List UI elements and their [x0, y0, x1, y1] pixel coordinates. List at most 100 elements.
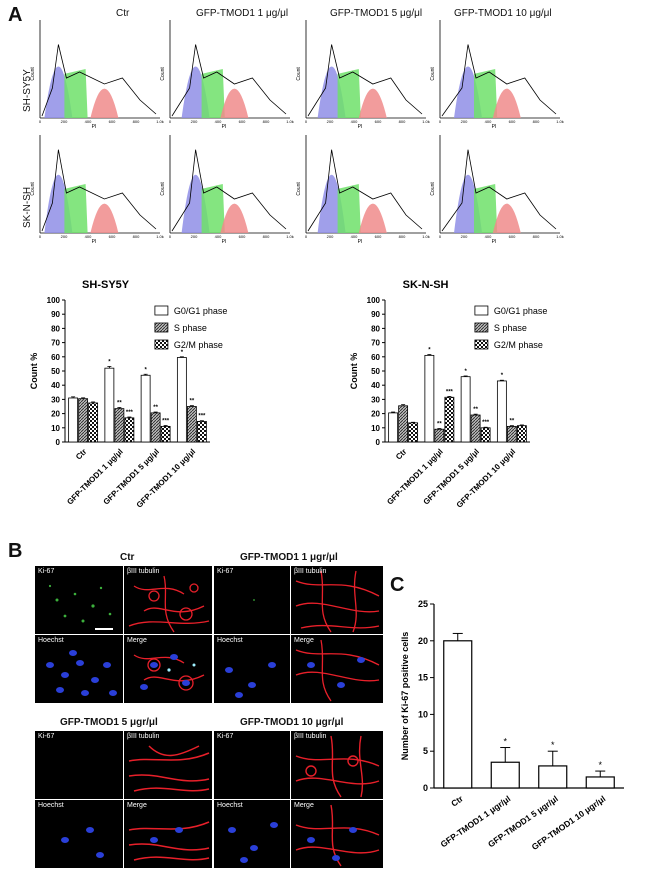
flow-x-tick: 600 [375, 234, 382, 239]
y-tick-label: 0 [423, 783, 428, 793]
y-tick-label: 50 [371, 367, 380, 376]
micrograph-label: βIII tubulin [294, 733, 327, 740]
flow-x-label: PI [358, 124, 363, 130]
chart-title: SK-N-SH [403, 279, 449, 291]
y-tick-label: 0 [56, 438, 61, 447]
panel-letter-a: A [8, 4, 23, 26]
bar [88, 402, 99, 443]
flow-x-tick: 0 [439, 119, 442, 124]
bar [434, 428, 445, 443]
bar [470, 414, 481, 443]
flow-histogram-panel: PI Count 0 200 400 600 800 1.0k [160, 20, 294, 130]
significance-label: * [108, 359, 111, 365]
significance-label: * [598, 760, 602, 770]
flow-x-tick: 800 [263, 234, 270, 239]
flow-x-tick: 800 [399, 119, 406, 124]
flow-col-title-1: GFP-TMOD1 1 μg/μl [196, 8, 289, 19]
y-tick-label: 20 [418, 636, 428, 646]
micrograph-10-ki67: Ki-67 [214, 731, 290, 799]
y-tick-label: 80 [51, 324, 60, 333]
legend-label: S phase [174, 323, 207, 333]
y-tick-label: 20 [51, 410, 60, 419]
bar-chart-ki67: 0 5 10 15 20 25 Number of Ki-67 positive cells… [400, 599, 624, 852]
micrograph-label: βIII tubulin [127, 568, 160, 575]
flow-x-label: PI [92, 239, 97, 245]
legend-swatch [474, 339, 489, 350]
s-phase-region [474, 69, 498, 118]
flow-x-tick: 200 [191, 234, 198, 239]
bar [444, 396, 455, 443]
y-axis-label: Count % [349, 353, 359, 390]
micrograph-5-hoechst: Hoechst [35, 800, 123, 868]
bar [516, 425, 527, 443]
flow-histogram-panel: PI Count 0 200 400 600 800 1.0k [296, 135, 430, 245]
flow-x-tick: 400 [215, 234, 222, 239]
y-tick-label: 30 [51, 395, 60, 404]
flow-x-tick: 600 [509, 119, 516, 124]
significance-label: ** [153, 405, 158, 411]
flow-x-tick: 400 [351, 119, 358, 124]
flow-x-tick: 600 [109, 119, 116, 124]
s-phase-region [64, 69, 88, 118]
bar [104, 367, 115, 443]
micrograph-5-tubulin: βIII tubulin [124, 731, 212, 799]
flow-y-label: Count [296, 182, 302, 196]
g2m-peak [492, 203, 521, 233]
micrograph-label: Ki-67 [217, 568, 234, 575]
bar-chart-sknsh: SK-N-SH 0 10 20 30 40 50 60 70 80 90 100 Count % Ctr *… [349, 279, 547, 510]
legend-label: S phase [494, 323, 527, 333]
flow-x-tick: 400 [215, 119, 222, 124]
histogram-outline [307, 149, 423, 232]
g2m-peak [358, 88, 387, 118]
y-tick-label: 80 [371, 324, 380, 333]
bar [78, 398, 89, 443]
bar [398, 405, 409, 443]
y-tick-label: 0 [376, 438, 381, 447]
panel-letter-b: B [8, 540, 23, 562]
significance-label: ** [117, 400, 122, 406]
flow-x-tick: 1.0k [156, 234, 164, 239]
flow-x-label: PI [222, 239, 227, 245]
micrograph-label: Merge [127, 637, 147, 644]
significance-label: * [144, 367, 147, 373]
flow-x-tick: 200 [327, 234, 334, 239]
flow-x-tick: 600 [509, 234, 516, 239]
bar [443, 640, 473, 789]
x-tick-label: Ctr [449, 793, 465, 809]
micrograph-ctr-hoechst: Hoechst [35, 635, 123, 703]
micro-title-ctr: Ctr [120, 552, 135, 563]
micrograph-label: Hoechst [38, 637, 64, 644]
legend-label: G2/M phase [174, 340, 223, 350]
bar [490, 761, 520, 789]
bar [196, 421, 207, 443]
flow-x-tick: 200 [61, 234, 68, 239]
bar [114, 408, 125, 443]
histogram-outline [171, 44, 287, 117]
flow-x-tick: 1.0k [286, 234, 294, 239]
s-phase-region [64, 184, 88, 233]
flow-x-tick: 200 [461, 234, 468, 239]
flow-x-tick: 0 [39, 234, 42, 239]
micrograph-1-hoechst: Hoechst [214, 635, 290, 703]
flow-y-label: Count [30, 182, 36, 196]
bar-chart-shsy5y: SH-SY5Y 0 10 20 30 40 50 60 70 80 90 100 Count % Ctr *… [29, 279, 227, 510]
chart-title: SH-SY5Y [82, 279, 130, 291]
flow-x-tick: 1.0k [556, 119, 564, 124]
flow-x-tick: 0 [305, 234, 308, 239]
s-phase-region [474, 184, 498, 233]
g2m-peak [492, 88, 521, 118]
flow-y-label: Count [160, 182, 166, 196]
flow-x-tick: 400 [485, 119, 492, 124]
histogram-outline [41, 149, 157, 232]
significance-label: ** [473, 407, 478, 413]
g2m-peak [90, 203, 119, 233]
significance-label: * [464, 369, 467, 375]
legend-swatch [154, 305, 169, 316]
micrograph-label: Hoechst [38, 802, 64, 809]
flow-histogram-panel: PI Count 0 200 400 600 800 1.0k [30, 20, 164, 130]
flow-y-label: Count [160, 67, 166, 81]
y-tick-label: 5 [423, 746, 428, 756]
histogram-outline [171, 149, 287, 232]
micrograph-label: βIII tubulin [294, 568, 327, 575]
flow-x-tick: 800 [263, 119, 270, 124]
